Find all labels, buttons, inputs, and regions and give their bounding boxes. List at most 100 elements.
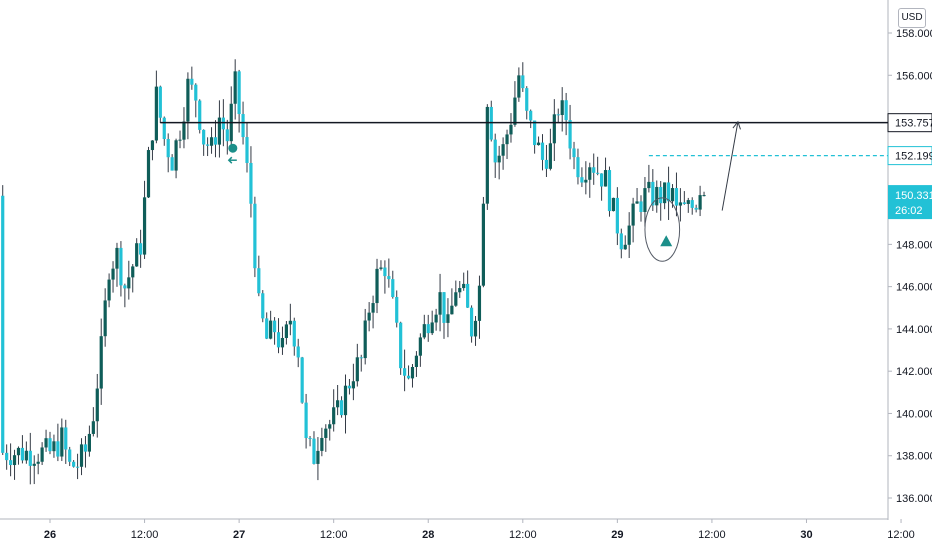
candle-down bbox=[600, 173, 604, 187]
candle-up bbox=[186, 78, 190, 122]
candle-down bbox=[694, 207, 698, 210]
candle-up bbox=[643, 188, 647, 212]
time-tick-label: 12:00 bbox=[131, 529, 159, 541]
candle-up bbox=[509, 124, 513, 135]
candle-up bbox=[95, 388, 99, 422]
candle-up bbox=[367, 312, 371, 321]
candle-up bbox=[450, 305, 454, 315]
candle-down bbox=[272, 320, 277, 333]
candle-up bbox=[497, 155, 501, 163]
price-tick-label: 158.000 bbox=[896, 28, 932, 40]
candle-down bbox=[9, 460, 13, 466]
candle-down bbox=[190, 78, 194, 85]
candle-up bbox=[627, 225, 631, 245]
candle-up bbox=[363, 320, 367, 359]
candle-up bbox=[111, 268, 115, 280]
candle-down bbox=[442, 292, 446, 323]
candle-down bbox=[403, 368, 407, 376]
candle-down bbox=[391, 279, 395, 298]
candle-down bbox=[206, 144, 210, 146]
candle-up bbox=[269, 320, 273, 339]
candle-down bbox=[225, 129, 229, 142]
candle-down bbox=[308, 438, 312, 440]
candle-up bbox=[355, 357, 359, 382]
candle-up bbox=[154, 86, 158, 141]
candle-down bbox=[202, 129, 206, 145]
candle-up bbox=[517, 75, 521, 98]
candle-up bbox=[336, 400, 340, 408]
price-tick-label: 148.000 bbox=[896, 239, 932, 251]
candle-up bbox=[79, 444, 84, 467]
candle-down bbox=[56, 441, 60, 457]
candle-down bbox=[406, 375, 411, 379]
level-badge-label: 153.757 bbox=[895, 118, 932, 130]
candle-up bbox=[87, 433, 91, 452]
price-badges: 153.757 152.199 150.331 26:02 bbox=[887, 113, 932, 220]
candle-down bbox=[75, 466, 80, 468]
candle-down bbox=[261, 293, 265, 319]
candle-down bbox=[20, 447, 25, 461]
candle-up bbox=[446, 314, 450, 323]
candle-down bbox=[5, 452, 9, 461]
highlight-circle bbox=[644, 197, 681, 262]
candle-up bbox=[343, 385, 348, 416]
candle-down bbox=[48, 438, 52, 452]
candle-down bbox=[619, 233, 623, 250]
candle-up bbox=[430, 322, 434, 334]
candle-up bbox=[418, 337, 422, 356]
candle-up bbox=[52, 441, 56, 452]
candle-down bbox=[123, 285, 127, 289]
candle-up bbox=[702, 195, 706, 197]
candle-up bbox=[481, 203, 485, 286]
candle-up bbox=[552, 114, 556, 144]
candle-up bbox=[611, 197, 616, 212]
candle-down bbox=[596, 172, 600, 174]
candle-up bbox=[142, 197, 147, 255]
projection-arrow bbox=[721, 121, 739, 211]
candle-down bbox=[592, 167, 596, 173]
candle-up bbox=[584, 179, 588, 183]
last-price-label: 150.331 bbox=[895, 190, 932, 202]
candle-up bbox=[678, 202, 682, 206]
candle-down bbox=[276, 332, 281, 348]
candle-down bbox=[68, 449, 72, 462]
level-badge-label: 152.199 bbox=[895, 151, 932, 163]
candle-up bbox=[178, 139, 182, 141]
candle-up bbox=[698, 195, 702, 210]
candle-up bbox=[36, 461, 40, 464]
candle-up bbox=[24, 450, 28, 461]
candle-up bbox=[115, 247, 119, 269]
candle-down bbox=[387, 276, 391, 280]
candle-up bbox=[280, 337, 285, 348]
currency-label[interactable]: USD bbox=[898, 8, 926, 28]
candle-up bbox=[40, 447, 44, 462]
candle-down bbox=[540, 142, 545, 160]
candle-up bbox=[288, 320, 292, 325]
candle-up bbox=[316, 450, 320, 464]
level-badge bbox=[887, 146, 932, 166]
candle-down bbox=[639, 201, 643, 212]
candle-up bbox=[217, 117, 222, 145]
candle-up bbox=[438, 292, 442, 315]
candle-down bbox=[529, 110, 533, 121]
candle-up bbox=[623, 244, 627, 250]
candle-up bbox=[233, 71, 237, 104]
price-tick-label: 140.000 bbox=[896, 408, 932, 420]
time-tick-label: 28 bbox=[422, 529, 434, 541]
candle-up bbox=[501, 144, 505, 156]
candle-up bbox=[663, 182, 667, 204]
candle-up bbox=[103, 300, 107, 337]
candle-up bbox=[485, 106, 489, 204]
candle-up bbox=[12, 455, 17, 466]
candle-up bbox=[107, 279, 111, 301]
candle-up bbox=[174, 140, 178, 171]
candle-up bbox=[536, 142, 541, 146]
candle-down bbox=[64, 427, 68, 450]
candle-down bbox=[544, 159, 549, 169]
time-tick-label: 27 bbox=[233, 529, 245, 541]
candle-up bbox=[379, 267, 383, 269]
price-levels bbox=[160, 121, 888, 157]
candle-down bbox=[426, 324, 430, 334]
candle-down bbox=[296, 346, 300, 358]
